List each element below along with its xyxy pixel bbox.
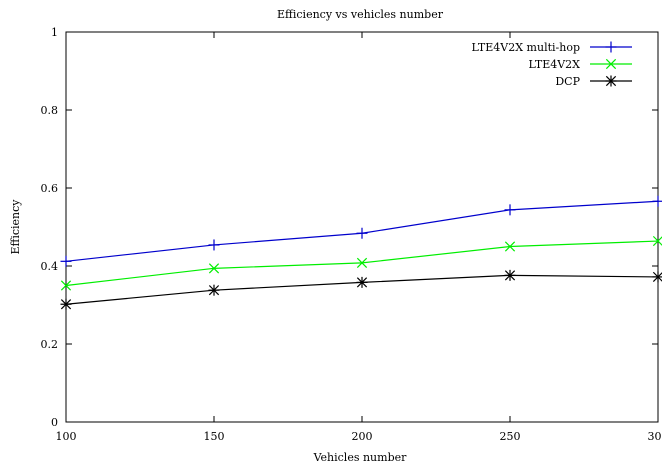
y-tick-label: 0.6 <box>41 182 59 195</box>
x-tick-label: 100 <box>56 430 77 443</box>
x-tick-label: 250 <box>500 430 521 443</box>
data-point-cross <box>504 241 516 252</box>
y-axis: 0 0.2 0.4 0.6 0.8 1 <box>41 26 658 429</box>
x-tick-label: 150 <box>204 430 225 443</box>
data-point-cross <box>605 58 617 70</box>
data-point-star <box>652 271 662 283</box>
x-axis-label: Vehicles number <box>313 451 408 464</box>
y-tick-label: 0.4 <box>41 260 59 273</box>
data-point-plus <box>208 239 220 251</box>
legend-label: LTE4V2X multi-hop <box>472 41 580 54</box>
legend: LTE4V2X multi-hop LTE4V2X DCP <box>472 41 632 88</box>
data-point-star <box>356 276 368 288</box>
data-point-cross <box>356 257 368 268</box>
y-tick-label: 0 <box>51 416 58 429</box>
data-point-plus <box>652 195 662 207</box>
y-tick-label: 0.2 <box>41 338 59 351</box>
chart-title: Efficiency vs vehicles number <box>277 8 444 21</box>
data-point-plus <box>356 227 368 239</box>
plot-frame <box>65 31 659 423</box>
y-tick-label: 0.8 <box>41 104 59 117</box>
data-point-star <box>208 284 220 296</box>
data-point-star <box>60 298 72 310</box>
data-point-cross <box>60 280 72 291</box>
data-point-plus <box>504 204 516 216</box>
data-point-star <box>504 269 516 281</box>
x-axis: 100 150 200 250 300 <box>56 32 662 443</box>
data-point-cross <box>652 235 662 247</box>
plot-area <box>60 195 662 310</box>
data-point-cross <box>208 263 220 274</box>
y-tick-label: 1 <box>51 26 58 39</box>
data-point-plus <box>605 41 617 53</box>
legend-label: DCP <box>555 75 580 88</box>
data-point-plus <box>60 255 72 267</box>
legend-label: LTE4V2X <box>528 58 580 71</box>
x-tick-label: 200 <box>352 430 373 443</box>
y-axis-label: Efficiency <box>9 199 22 255</box>
data-point-star <box>605 75 617 87</box>
x-tick-label: 300 <box>648 430 662 443</box>
